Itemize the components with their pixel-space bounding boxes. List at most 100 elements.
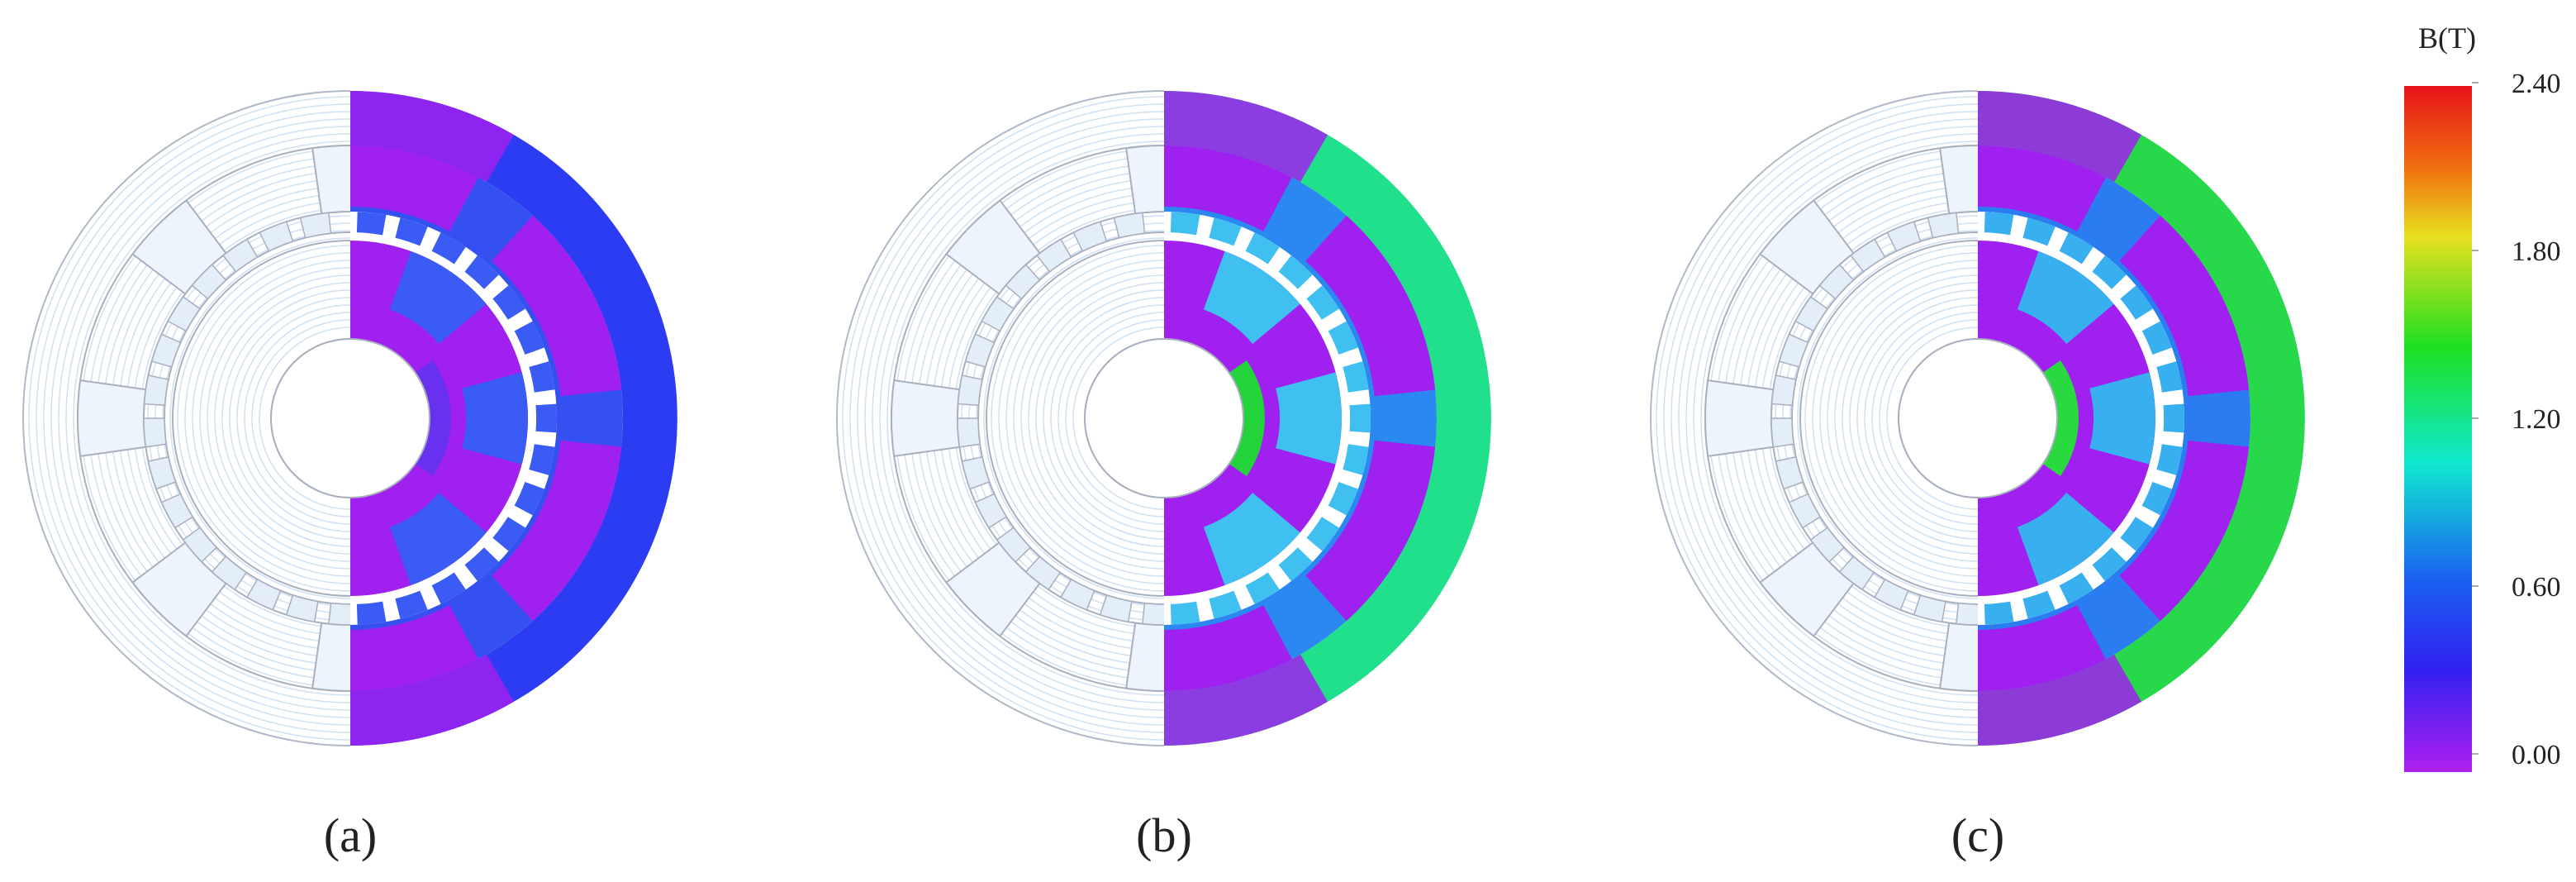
rotor-pole: [1203, 251, 1300, 344]
flux-line: [1886, 327, 1978, 510]
flux-line: [1864, 304, 1978, 532]
shaft: [270, 338, 430, 498]
pole-piece-outline: [1788, 493, 1822, 529]
motor-panel: (c): [1650, 90, 2305, 862]
pole-piece-outline: [1775, 455, 1804, 490]
stator-yoke: [350, 91, 677, 746]
flux-line: [36, 103, 350, 733]
flux-line: [199, 267, 350, 570]
flux-line: [1700, 141, 1978, 696]
flux-line: [998, 252, 1164, 584]
stator-tooth-outline: [77, 379, 147, 458]
flux-line: [1043, 297, 1164, 540]
pole-piece: [1984, 601, 2014, 625]
rotor-pole: [389, 251, 487, 344]
flux-line: [43, 111, 350, 726]
pole-piece-outline: [245, 578, 282, 611]
pole-piece-outline: [957, 374, 983, 407]
stator-segment: [350, 605, 478, 691]
yoke-top: [1978, 91, 2141, 183]
pole-piece: [2059, 232, 2094, 265]
pole-piece-outline: [143, 417, 168, 448]
pole-piece: [2120, 285, 2153, 320]
yoke-bottom: [1164, 654, 1328, 746]
panel-label: (c): [1951, 808, 2004, 862]
pole-piece-outline: [191, 264, 227, 300]
flux-line: [1856, 297, 1978, 540]
pole-piece-outline: [1072, 221, 1108, 252]
pole-piece: [2092, 255, 2127, 289]
pole-piece-outline: [1142, 602, 1164, 626]
pole-piece: [431, 232, 466, 265]
geometry-outline: [172, 240, 350, 597]
pole-piece-outline: [1809, 527, 1846, 563]
flux-line: [259, 327, 350, 510]
flux-lines-half: [1650, 90, 1978, 746]
pole-piece: [1328, 321, 1358, 355]
flux-line: [1072, 327, 1164, 510]
colorbar: [2404, 86, 2472, 772]
pole-piece-outline: [147, 455, 177, 490]
stator-segment: [1978, 145, 2106, 231]
stator-tooth-outline: [311, 622, 350, 692]
pole-piece-outline: [1794, 296, 1829, 332]
pole-piece-outline: [1024, 555, 1062, 591]
stator-tooth-outline: [1124, 622, 1164, 692]
colorbar-title: B(T): [2418, 21, 2476, 55]
rotor-pole: [1203, 493, 1300, 585]
flux-line: [1065, 319, 1164, 517]
pole-piece: [1170, 212, 1200, 236]
flux-line: [65, 133, 350, 703]
pole-piece-outline: [1927, 212, 1960, 239]
stator-segment: [2119, 215, 2250, 397]
pole-piece-outline: [150, 333, 182, 368]
flux-line: [872, 126, 1164, 711]
flux-line: [1685, 126, 1978, 711]
stator-segment: [2119, 440, 2250, 622]
flux-line: [842, 96, 1164, 741]
pole-piece: [2092, 547, 2127, 581]
flux-line: [983, 237, 1164, 599]
pole-piece-outline: [1770, 374, 1797, 407]
flux-line: [207, 274, 350, 562]
flux-line: [251, 319, 350, 517]
rotor-pole: [389, 493, 487, 585]
pole-piece: [1245, 572, 1280, 604]
pole-piece: [529, 444, 555, 475]
pole-piece: [356, 212, 387, 236]
flux-line: [1057, 312, 1164, 525]
pole-piece: [1306, 517, 1339, 551]
stator-yoke: [1978, 91, 2305, 746]
pole-piece: [395, 217, 428, 246]
pole-piece: [492, 517, 525, 551]
panel-label: (a): [324, 808, 377, 862]
pole-piece: [395, 590, 428, 619]
stator-outline: [22, 90, 350, 746]
flux-density-half: [1164, 91, 1491, 746]
stator-tooth-outline: [1938, 145, 1978, 215]
flux-line: [1849, 289, 1978, 547]
flux-line: [886, 141, 1164, 696]
flux-line: [184, 252, 350, 584]
pole-piece-outline: [259, 221, 294, 252]
flux-line: [28, 96, 350, 741]
pole-piece-outline: [1778, 333, 1809, 368]
flux-lines-half: [836, 90, 1164, 746]
pole-piece-outline: [160, 493, 194, 529]
pole-piece-outline: [1059, 578, 1096, 611]
pole-piece-outline: [143, 374, 169, 407]
pole-piece-outline: [328, 602, 350, 626]
stator-outline: [1650, 90, 1978, 746]
flux-line: [1663, 103, 1978, 733]
pole-piece-outline: [1005, 264, 1041, 300]
pole-piece-outline: [1036, 238, 1072, 273]
pole-piece: [2163, 403, 2185, 433]
pole-piece: [2141, 482, 2172, 516]
shaft: [1084, 338, 1244, 498]
flux-line: [50, 118, 350, 718]
stator-segment: [1305, 440, 1436, 622]
stator-tooth-outline: [891, 379, 961, 458]
geometry-outline: [986, 240, 1164, 597]
flux-line: [991, 245, 1164, 592]
